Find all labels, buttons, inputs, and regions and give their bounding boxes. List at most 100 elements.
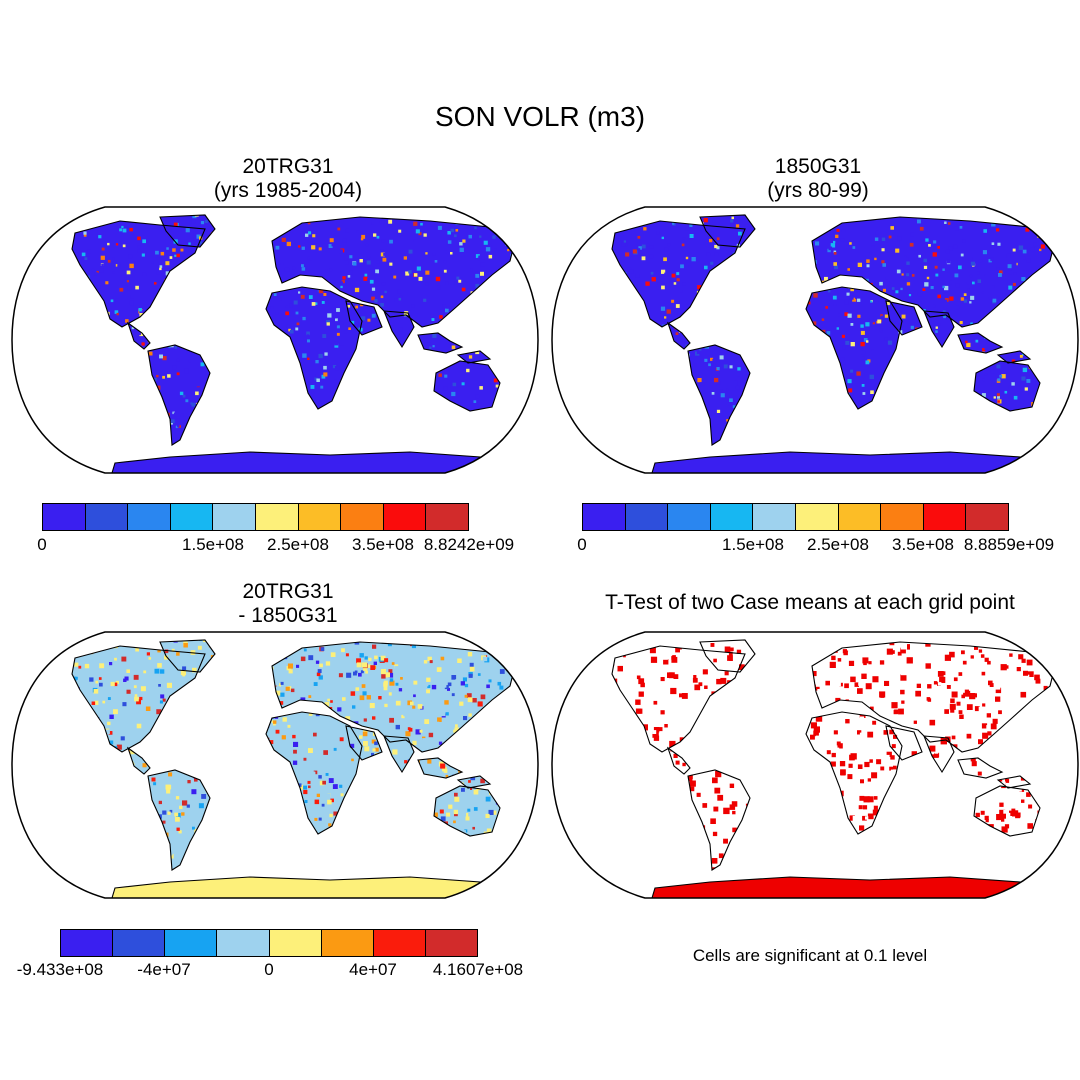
grid-cell — [673, 282, 677, 285]
grid-cell — [109, 740, 114, 745]
grid-cell — [209, 724, 214, 729]
grid-cell — [65, 899, 70, 902]
grid-cell — [66, 714, 70, 718]
grid-cell — [606, 240, 608, 242]
grid-cell — [162, 422, 166, 426]
grid-cell — [735, 323, 739, 327]
grid-cell — [268, 770, 272, 774]
grid-cell — [64, 865, 68, 869]
grid-cell — [186, 330, 190, 335]
grid-cell — [67, 344, 69, 346]
grid-cell — [355, 687, 360, 691]
grid-cell — [817, 210, 821, 214]
grid-cell — [96, 772, 101, 777]
grid-cell — [608, 262, 612, 266]
grid-cell — [11, 715, 14, 718]
grid-cell — [945, 736, 951, 742]
grid-cell — [729, 316, 734, 321]
grid-cell — [63, 740, 67, 744]
grid-cell — [33, 238, 36, 241]
grid-cell — [943, 307, 947, 310]
grid-cell — [899, 399, 904, 405]
grid-cell — [292, 734, 296, 739]
grid-cell — [375, 817, 381, 823]
grid-cell — [254, 767, 259, 771]
grid-cell — [375, 260, 380, 264]
grid-cell — [75, 299, 80, 305]
grid-cell — [532, 849, 537, 854]
grid-cell — [495, 829, 500, 833]
grid-cell — [347, 312, 352, 316]
grid-cell — [33, 294, 36, 297]
grid-cell — [788, 222, 793, 227]
australia-coastline — [433, 785, 501, 837]
grid-cell — [371, 374, 374, 378]
grid-cell — [869, 438, 873, 442]
grid-cell — [42, 719, 46, 723]
grid-cell — [238, 373, 243, 378]
grid-cell — [833, 303, 837, 307]
grid-cell — [174, 812, 179, 817]
grid-cell — [1063, 237, 1067, 241]
grid-cell — [972, 281, 975, 285]
grid-cell — [180, 803, 185, 809]
grid-cell — [471, 868, 477, 873]
grid-cell — [777, 347, 781, 351]
grid-cell — [783, 292, 788, 297]
grid-cell — [48, 335, 52, 339]
grid-cell — [72, 694, 77, 699]
grid-cell — [513, 457, 515, 462]
grid-cell — [505, 833, 510, 838]
grid-cell — [807, 301, 811, 305]
grid-cell — [690, 848, 696, 853]
grid-cell — [221, 319, 224, 322]
grid-cell — [408, 270, 412, 274]
grid-cell — [394, 298, 399, 303]
grid-cell — [82, 428, 86, 432]
grid-cell — [326, 861, 332, 866]
grid-cell — [598, 260, 601, 263]
grid-cell — [1011, 359, 1016, 363]
grid-cell — [728, 758, 735, 765]
grid-cell — [42, 760, 46, 764]
grid-cell — [791, 270, 795, 274]
grid-cell — [126, 669, 130, 673]
grid-cell — [557, 413, 560, 416]
grid-cell — [44, 402, 48, 406]
grid-cell — [1035, 218, 1038, 221]
grid-cell — [462, 239, 466, 243]
grid-cell — [262, 215, 266, 216]
grid-cell — [443, 386, 448, 391]
grid-cell — [103, 850, 107, 854]
grid-cell — [251, 717, 256, 722]
grid-cell — [352, 792, 356, 796]
grid-cell — [1035, 381, 1039, 385]
grid-cell — [698, 321, 703, 326]
grid-cell — [803, 675, 808, 679]
grid-cell — [890, 755, 895, 760]
grid-cell — [827, 802, 833, 808]
grid-cell — [46, 752, 49, 755]
grid-cell — [320, 370, 325, 375]
grid-cell — [318, 247, 322, 251]
grid-cell — [1027, 338, 1032, 343]
grid-cell — [676, 278, 680, 282]
grid-cell — [1058, 346, 1062, 350]
grid-cell — [982, 348, 986, 352]
grid-cell — [293, 373, 298, 377]
grid-cell — [82, 411, 87, 416]
grid-cell — [279, 314, 284, 319]
grid-cell — [534, 461, 538, 465]
grid-cell — [308, 865, 312, 869]
grid-cell — [692, 384, 695, 387]
grid-cell — [1037, 348, 1041, 352]
grid-cell — [359, 695, 365, 701]
grid-cell — [388, 669, 393, 674]
grid-cell — [206, 742, 211, 747]
grid-cell — [116, 839, 122, 844]
grid-cell — [407, 392, 412, 396]
grid-cell — [832, 295, 837, 300]
grid-cell — [997, 242, 1001, 246]
grid-cell — [265, 379, 269, 383]
grid-cell — [77, 854, 81, 858]
